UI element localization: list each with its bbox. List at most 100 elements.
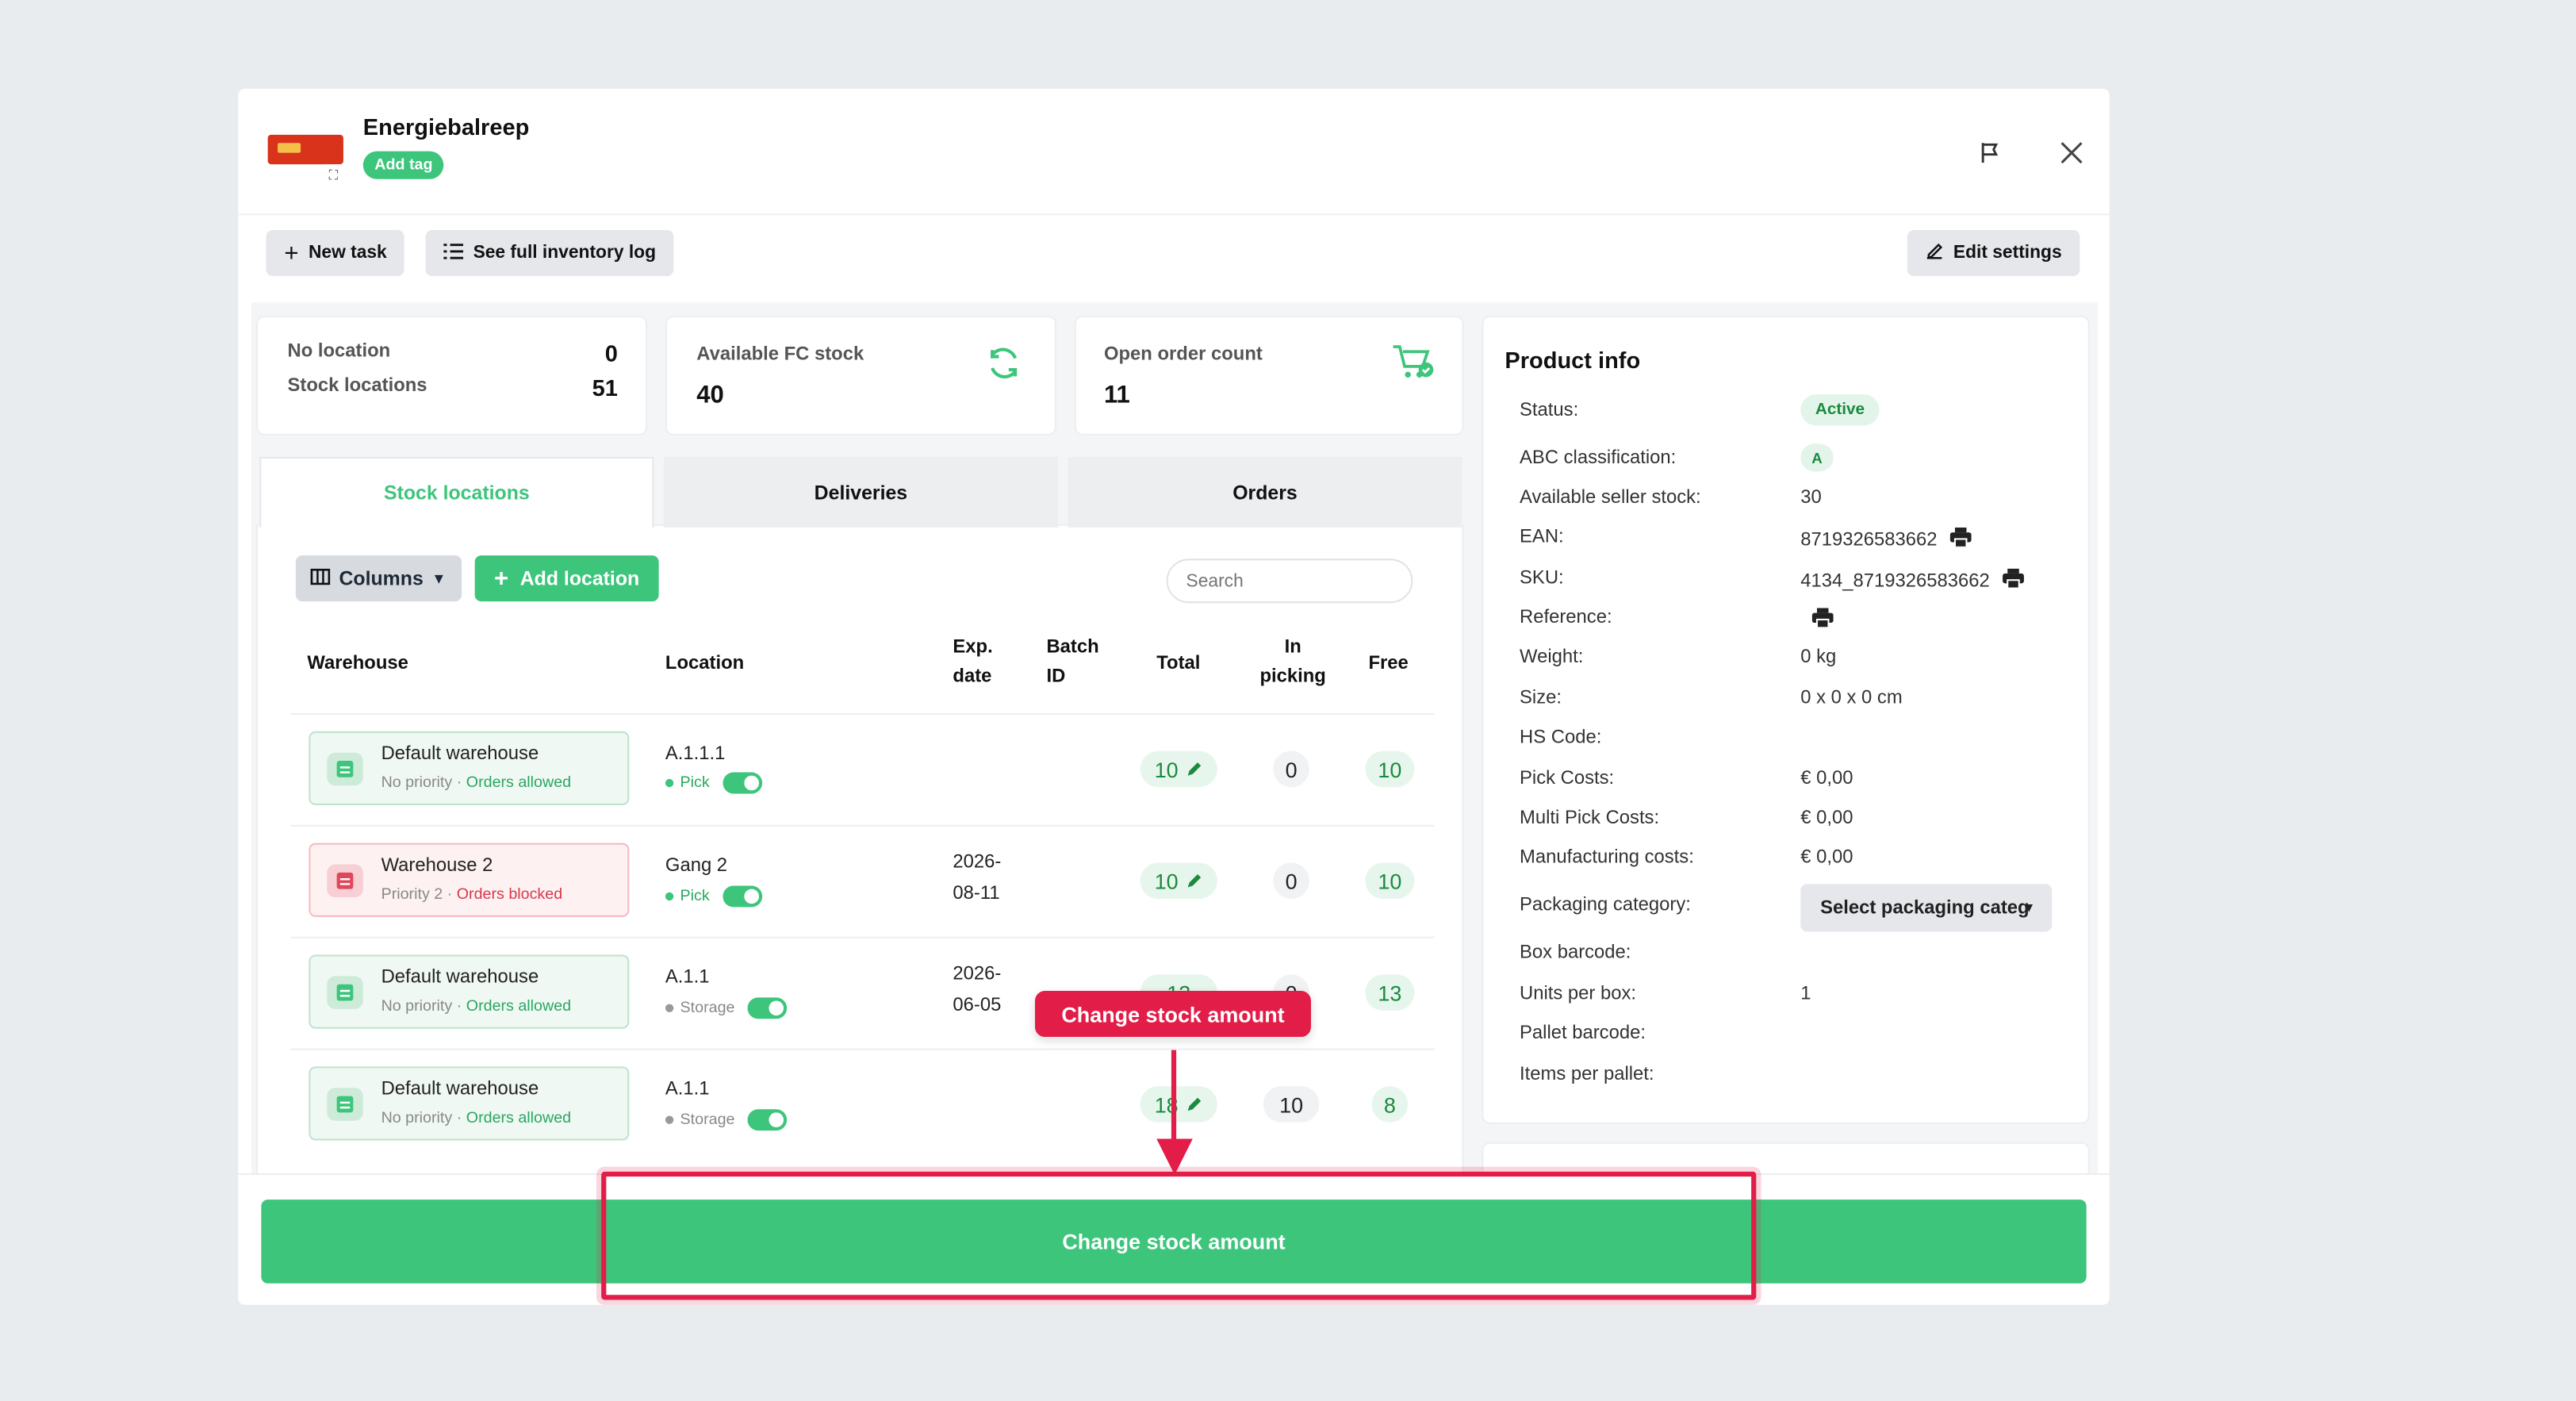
add-tag-button[interactable]: Add tag (362, 151, 445, 179)
location-type: Pick (665, 885, 763, 908)
warehouse-priority: Priority 2 (381, 885, 443, 904)
refresh-icon[interactable] (984, 344, 1024, 383)
location-type: Pick (665, 772, 763, 794)
total-edit-pill[interactable]: 18 (1140, 1086, 1217, 1123)
expiry-date-line2: 06-05 (953, 996, 1002, 1016)
tab-deliveries[interactable]: Deliveries (663, 456, 1058, 528)
total-edit-pill[interactable]: 10 (1140, 750, 1217, 788)
expiry-date-line1: 2026- (953, 853, 1002, 873)
footer-bar: Change stock amount (238, 1173, 2110, 1305)
plus-icon: + (284, 239, 299, 267)
printer-icon[interactable] (2003, 568, 2025, 593)
packaging-select-value: Select packaging categ (1820, 898, 2030, 918)
units-per-box-value: 1 (1800, 984, 1811, 1004)
close-icon[interactable] (2055, 136, 2087, 169)
warehouse-meta: No priority · Orders allowed (381, 997, 572, 1016)
column-warehouse[interactable]: Warehouse (307, 654, 408, 674)
flag-icon[interactable] (1975, 138, 2004, 167)
cart-icon (1390, 344, 1436, 383)
tab-stock-locations[interactable]: Stock locations (259, 456, 654, 528)
inventory-log-label: See full inventory log (473, 243, 657, 263)
free-value: 10 (1365, 750, 1415, 788)
location-toggle[interactable] (723, 885, 763, 908)
ean-label: EAN: (1520, 527, 1564, 547)
printer-icon[interactable] (1950, 527, 1972, 552)
location-type-label: Pick (680, 773, 710, 793)
weight-label: Weight: (1520, 647, 1584, 667)
row-divider (290, 824, 1435, 827)
column-in-picking[interactable]: In picking (1255, 632, 1331, 692)
column-in-picking-line1: In (1284, 637, 1301, 658)
inventory-log-button[interactable]: See full inventory log (425, 229, 674, 276)
new-task-button[interactable]: + New task (266, 229, 405, 276)
location-type: Storage (665, 1109, 788, 1131)
expiry-date: 2026- 08-11 (953, 848, 1001, 911)
location-code: A.1.1 (665, 968, 710, 988)
stock-locations-label: Stock locations (287, 376, 427, 397)
warehouse-priority: No priority (381, 1109, 453, 1127)
pallet-barcode-label: Pallet barcode: (1520, 1023, 1646, 1044)
status-badge: Active (1800, 394, 1880, 426)
items-per-pallet-label: Items per pallet: (1520, 1065, 1654, 1085)
box-barcode-label: Box barcode: (1520, 942, 1631, 963)
location-code: Gang 2 (665, 856, 728, 877)
in-picking-value: 0 (1273, 750, 1309, 788)
units-per-box-label: Units per box: (1520, 984, 1637, 1004)
warehouse-orders-status: Orders allowed (466, 997, 572, 1016)
warehouse-badge[interactable]: Default warehouse No priority · Orders a… (309, 1066, 630, 1141)
expand-icon[interactable]: ⛶ (321, 164, 345, 188)
change-stock-amount-button[interactable]: Change stock amount (261, 1199, 2087, 1284)
columns-dropdown[interactable]: Columns ▼ (295, 555, 462, 602)
status-label: Status: (1520, 401, 1579, 421)
free-value: 10 (1365, 862, 1415, 900)
product-thumbnail[interactable] (267, 134, 343, 165)
chevron-down-icon: ▼ (431, 570, 447, 587)
pencil-icon (1926, 241, 1944, 264)
search-input[interactable] (1166, 558, 1413, 604)
warehouse-priority: No priority (381, 997, 453, 1016)
warehouse-icon (327, 976, 363, 1009)
seller-stock-value: 30 (1800, 488, 1822, 509)
printer-icon[interactable] (1811, 608, 1834, 632)
column-exp-date[interactable]: Exp. date (953, 632, 992, 692)
location-summary-card: No location 0 Stock locations 51 (258, 317, 646, 434)
expiry-date-line2: 08-11 (953, 884, 1000, 904)
column-total[interactable]: Total (1156, 654, 1201, 674)
edit-settings-label: Edit settings (1953, 243, 2062, 263)
total-edit-pill[interactable]: 10 (1140, 862, 1217, 900)
warehouse-name: Default warehouse (381, 1079, 539, 1100)
column-free[interactable]: Free (1368, 654, 1409, 674)
no-location-label: No location (287, 341, 391, 362)
status-dot (665, 1004, 674, 1012)
edit-settings-button[interactable]: Edit settings (1907, 229, 2080, 276)
pencil-icon (1186, 869, 1203, 893)
warehouse-icon (327, 864, 363, 897)
location-toggle[interactable] (748, 997, 788, 1019)
column-location[interactable]: Location (665, 654, 745, 674)
location-toggle[interactable] (748, 1109, 788, 1131)
new-task-label: New task (308, 243, 387, 263)
warehouse-meta: No priority · Orders allowed (381, 1109, 572, 1127)
highlight-box (601, 1171, 1757, 1300)
location-type-label: Storage (680, 999, 735, 1018)
column-batch-id[interactable]: Batch ID (1046, 632, 1098, 692)
warehouse-meta: No priority · Orders allowed (381, 773, 572, 793)
tab-orders[interactable]: Orders (1068, 456, 1462, 528)
warehouse-priority: No priority (381, 773, 453, 793)
manufacturing-label: Manufacturing costs: (1520, 847, 1694, 868)
add-location-button[interactable]: + Add location (474, 555, 659, 602)
location-toggle[interactable] (723, 772, 763, 794)
packaging-select[interactable]: Select packaging categ ▼ (1800, 884, 2053, 932)
in-picking-value: 10 (1263, 1086, 1320, 1123)
status-dot (665, 778, 674, 788)
warehouse-badge[interactable]: Warehouse 2 Priority 2 · Orders blocked (309, 843, 630, 917)
fc-stock-value: 40 (696, 381, 724, 409)
modal-header: ⛶ Energiebalreep Add tag (238, 89, 2110, 216)
abc-label: ABC classification: (1520, 448, 1677, 469)
free-value: 13 (1365, 974, 1415, 1011)
open-orders-value: 11 (1103, 381, 1130, 409)
free-value: 8 (1371, 1086, 1409, 1123)
warehouse-badge[interactable]: Default warehouse No priority · Orders a… (309, 731, 630, 805)
warehouse-badge[interactable]: Default warehouse No priority · Orders a… (309, 954, 630, 1029)
plus-icon: + (494, 564, 509, 593)
